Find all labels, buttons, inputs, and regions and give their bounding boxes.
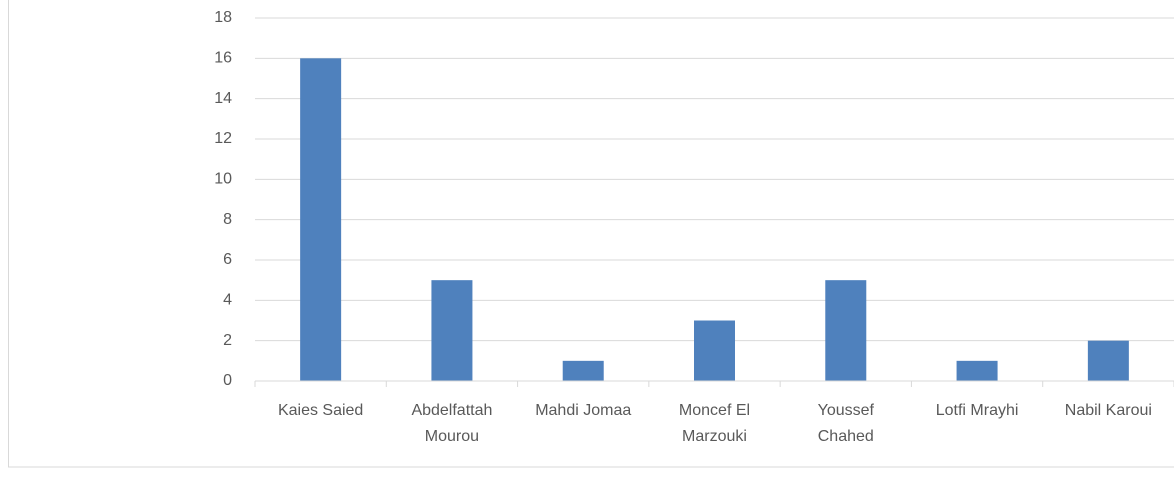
y-tick-label: 2 (223, 332, 232, 349)
y-tick-label: 8 (223, 211, 232, 228)
x-tick-label: Kaies Saied (278, 402, 363, 419)
y-tick-label: 4 (223, 292, 232, 309)
bar (694, 320, 735, 381)
x-tick-label: Nabil Karoui (1065, 402, 1152, 419)
bar (431, 280, 473, 381)
bar (825, 280, 867, 381)
chart-border (8, 0, 1174, 468)
y-tick-label: 18 (214, 9, 232, 26)
y-tick-label: 16 (214, 50, 232, 67)
x-tick-label: Lotfi Mrayhi (936, 402, 1019, 419)
bar (300, 58, 342, 381)
y-tick-label: 6 (223, 251, 232, 268)
x-tick-label: Moncef El Marzouki (679, 402, 750, 445)
y-tick-label: 12 (214, 130, 232, 147)
x-tick-label: Youssef Chahed (818, 402, 875, 445)
y-tick-label: 14 (214, 90, 232, 107)
y-tick-label: 10 (214, 171, 232, 188)
bar (956, 360, 998, 381)
bar (562, 360, 604, 381)
x-tick-label: Mahdi Jomaa (535, 402, 631, 419)
bar (1087, 340, 1129, 381)
y-tick-label: 0 (223, 372, 232, 389)
x-tick-label: Abdelfattah Mourou (411, 402, 492, 445)
